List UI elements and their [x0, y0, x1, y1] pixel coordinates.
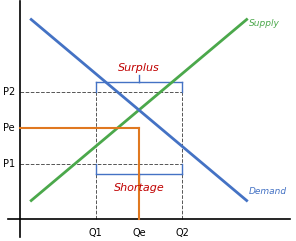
Text: Shortage: Shortage: [114, 183, 164, 193]
Text: Pe: Pe: [4, 123, 15, 133]
Text: Demand: Demand: [249, 187, 287, 196]
Text: Supply: Supply: [249, 19, 280, 28]
Text: P1: P1: [3, 159, 15, 169]
Text: Surplus: Surplus: [118, 63, 160, 73]
Text: Q2: Q2: [175, 228, 189, 238]
Text: P2: P2: [3, 87, 15, 97]
Text: Qe: Qe: [132, 228, 146, 238]
Text: Q1: Q1: [89, 228, 103, 238]
